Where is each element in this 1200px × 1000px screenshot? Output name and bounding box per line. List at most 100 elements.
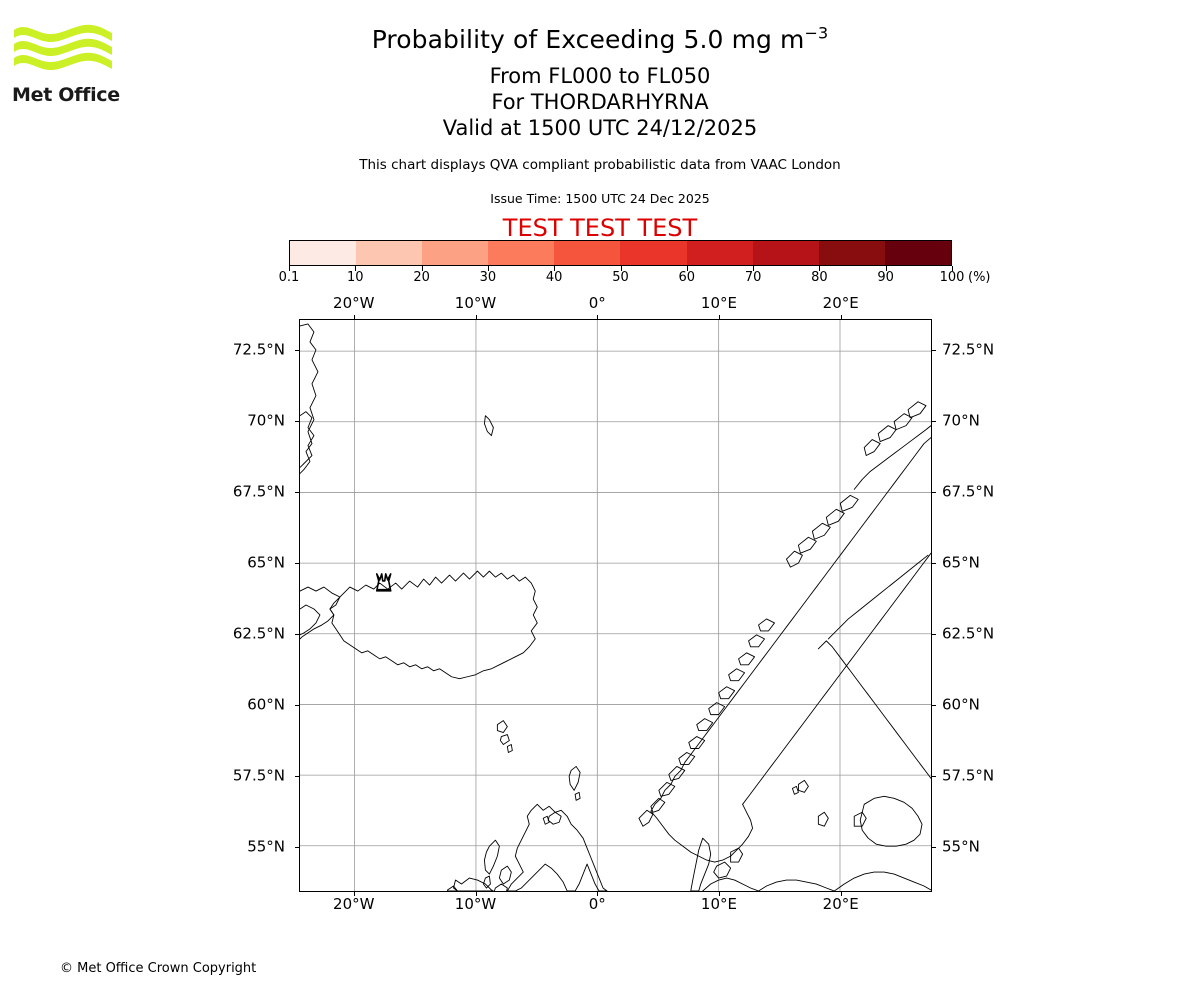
lon-tick-top-2 bbox=[597, 315, 599, 319]
volcano-name-subtitle: For THORDARHYRNA bbox=[491, 90, 709, 114]
map-plot-area bbox=[299, 319, 932, 892]
colorbar-tick-70 bbox=[753, 266, 755, 271]
lon-label-bottom-0: 20°W bbox=[333, 895, 375, 913]
colorbar-label-20: 20 bbox=[413, 270, 430, 285]
colorbar-unit-label: (%) bbox=[968, 270, 991, 285]
met-office-wave-icon bbox=[14, 24, 112, 71]
lon-tick-top-0 bbox=[353, 315, 355, 319]
lat-tick-right-0 bbox=[932, 350, 936, 352]
lat-tick-right-1 bbox=[932, 421, 936, 423]
lon-label-top-3: 10°E bbox=[700, 294, 738, 312]
lon-tick-bottom-1 bbox=[475, 892, 477, 896]
colorbar-label-30: 30 bbox=[479, 270, 497, 285]
lat-tick-left-1 bbox=[295, 421, 299, 423]
colorbar-segments bbox=[289, 240, 952, 266]
lon-label-top-0: 20°W bbox=[333, 294, 375, 312]
colorbar-segment-2 bbox=[422, 241, 489, 265]
lat-label-left-5: 60°N bbox=[247, 695, 285, 714]
colorbar-segment-7 bbox=[752, 241, 819, 265]
lat-label-right-2: 67.5°N bbox=[942, 482, 995, 501]
colorbar-tick-10 bbox=[355, 266, 357, 271]
lat-label-left-1: 70°N bbox=[247, 411, 285, 430]
probability-colorbar bbox=[289, 240, 952, 266]
lon-tick-top-4 bbox=[840, 315, 842, 319]
lat-label-left-6: 57.5°N bbox=[232, 766, 285, 785]
map-coastlines bbox=[300, 323, 931, 891]
colorbar-tick-30 bbox=[487, 266, 489, 271]
volcano-icon-base bbox=[376, 588, 391, 592]
colorbar-tick-40 bbox=[554, 266, 556, 271]
lat-label-right-4: 62.5°N bbox=[942, 624, 995, 643]
colorbar-tick-90 bbox=[885, 266, 887, 271]
lat-label-right-1: 70°N bbox=[942, 411, 980, 430]
met-office-logo-text: Met Office bbox=[12, 84, 120, 106]
colorbar-label-40: 40 bbox=[545, 270, 563, 285]
issue-time-text: Issue Time: 1500 UTC 24 Dec 2025 bbox=[490, 191, 710, 206]
lon-tick-bottom-3 bbox=[718, 892, 720, 896]
map-gridlines bbox=[300, 320, 931, 891]
colorbar-segment-5 bbox=[620, 241, 687, 265]
lat-label-left-7: 55°N bbox=[247, 837, 285, 856]
lat-label-right-6: 57.5°N bbox=[942, 766, 995, 785]
colorbar-segment-6 bbox=[686, 241, 753, 265]
lat-tick-left-0 bbox=[295, 350, 299, 352]
lat-label-right-5: 60°N bbox=[942, 695, 980, 714]
colorbar-label-10: 10 bbox=[347, 270, 364, 285]
lon-label-top-1: 10°W bbox=[454, 294, 497, 312]
colorbar-label-80: 80 bbox=[811, 270, 828, 285]
lon-tick-bottom-0 bbox=[353, 892, 355, 896]
lon-tick-bottom-4 bbox=[840, 892, 842, 896]
lat-tick-left-5 bbox=[295, 704, 299, 706]
volcano-icon-shape bbox=[375, 573, 392, 592]
copyright-footer: © Met Office Crown Copyright bbox=[60, 961, 257, 976]
met-office-logo: Met Office bbox=[12, 22, 120, 114]
lat-tick-left-6 bbox=[295, 775, 299, 777]
colorbar-tickmarks bbox=[289, 266, 953, 284]
colorbar-label-50: 50 bbox=[612, 270, 629, 285]
colorbar-tick-0.1 bbox=[289, 266, 290, 271]
lat-label-left-0: 72.5°N bbox=[232, 340, 285, 359]
lon-label-bottom-1: 10°W bbox=[454, 895, 497, 913]
lat-tick-right-4 bbox=[932, 633, 936, 635]
lat-label-right-0: 72.5°N bbox=[942, 340, 995, 359]
page-title-exponent: −3 bbox=[804, 23, 829, 43]
lat-tick-right-2 bbox=[932, 492, 936, 494]
lat-tick-right-5 bbox=[932, 704, 936, 706]
lat-label-left-2: 67.5°N bbox=[232, 482, 285, 501]
lat-tick-left-4 bbox=[295, 633, 299, 635]
valid-time-subtitle: Valid at 1500 UTC 24/12/2025 bbox=[442, 116, 758, 140]
lon-label-top-2: 0° bbox=[588, 294, 606, 312]
colorbar-tick-60 bbox=[686, 266, 688, 271]
colorbar-label-60: 60 bbox=[678, 270, 696, 285]
lon-tick-top-1 bbox=[475, 315, 477, 319]
colorbar-segment-4 bbox=[554, 241, 621, 265]
colorbar-label-90: 90 bbox=[877, 270, 894, 285]
colorbar-segment-9 bbox=[884, 241, 951, 265]
colorbar-label-70: 70 bbox=[744, 270, 762, 285]
lat-tick-right-6 bbox=[932, 775, 936, 777]
lon-tick-bottom-2 bbox=[597, 892, 599, 896]
test-banner: TEST TEST TEST bbox=[502, 214, 698, 242]
lat-tick-right-7 bbox=[932, 846, 936, 848]
lon-label-top-4: 20°E bbox=[822, 294, 859, 312]
lat-tick-left-3 bbox=[295, 562, 299, 564]
page-title-text: Probability of Exceeding 5.0 mg m bbox=[371, 25, 805, 54]
colorbar-tick-20 bbox=[421, 266, 423, 271]
colorbar-segment-1 bbox=[356, 241, 423, 265]
page-title: Probability of Exceeding 5.0 mg m−3 bbox=[0, 25, 1200, 55]
colorbar-tick-80 bbox=[819, 266, 821, 271]
lat-label-left-4: 62.5°N bbox=[232, 624, 285, 643]
colorbar-segment-3 bbox=[488, 241, 555, 265]
qva-note: This chart displays QVA compliant probab… bbox=[359, 157, 841, 173]
lon-tick-top-3 bbox=[718, 315, 720, 319]
colorbar-segment-0 bbox=[290, 241, 357, 265]
lat-label-left-3: 65°N bbox=[247, 553, 285, 572]
lat-label-right-7: 55°N bbox=[942, 837, 980, 856]
lat-tick-left-7 bbox=[295, 846, 299, 848]
lon-label-bottom-2: 0° bbox=[588, 895, 606, 913]
colorbar-segment-8 bbox=[818, 241, 885, 265]
lon-label-bottom-4: 20°E bbox=[822, 895, 859, 913]
lat-label-right-3: 65°N bbox=[942, 553, 980, 572]
flight-level-subtitle: From FL000 to FL050 bbox=[489, 64, 711, 88]
lat-tick-right-3 bbox=[932, 562, 936, 564]
